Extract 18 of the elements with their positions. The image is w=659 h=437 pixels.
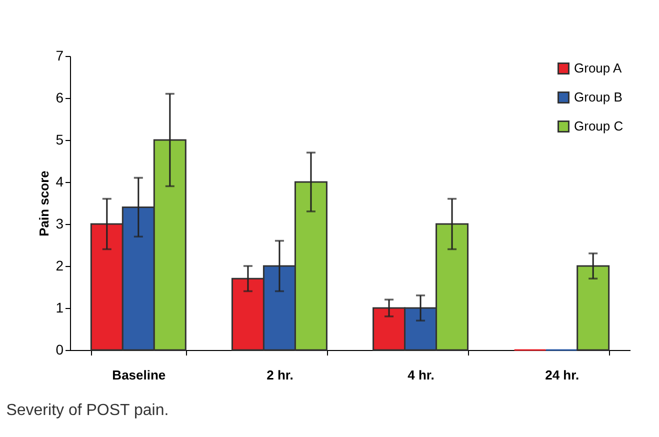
legend-label: Group A xyxy=(574,60,622,76)
x-tick-label: 24 hr. xyxy=(545,368,580,382)
y-tick-label: 0 xyxy=(56,342,64,358)
text: Severity of POST pain. xyxy=(6,402,169,419)
legend-label: Group B xyxy=(574,90,622,104)
y-tick-label: 5 xyxy=(56,132,64,148)
y-tick-label: 6 xyxy=(56,90,64,106)
x-tick-label: 2 hr. xyxy=(266,368,294,382)
y-tick-label: 7 xyxy=(56,48,64,64)
y-tick-label: 2 xyxy=(56,258,64,274)
bar xyxy=(576,265,610,351)
y-tick-label: 4 xyxy=(56,174,64,190)
y-axis-title: Pain score xyxy=(36,170,52,236)
y-tick-label: 1 xyxy=(56,300,64,316)
legend-label: Group C xyxy=(574,118,624,134)
y-tick-label: 3 xyxy=(56,216,64,232)
x-tick-label: Baseline xyxy=(112,368,166,382)
x-tick-label: 4 hr. xyxy=(408,368,434,382)
